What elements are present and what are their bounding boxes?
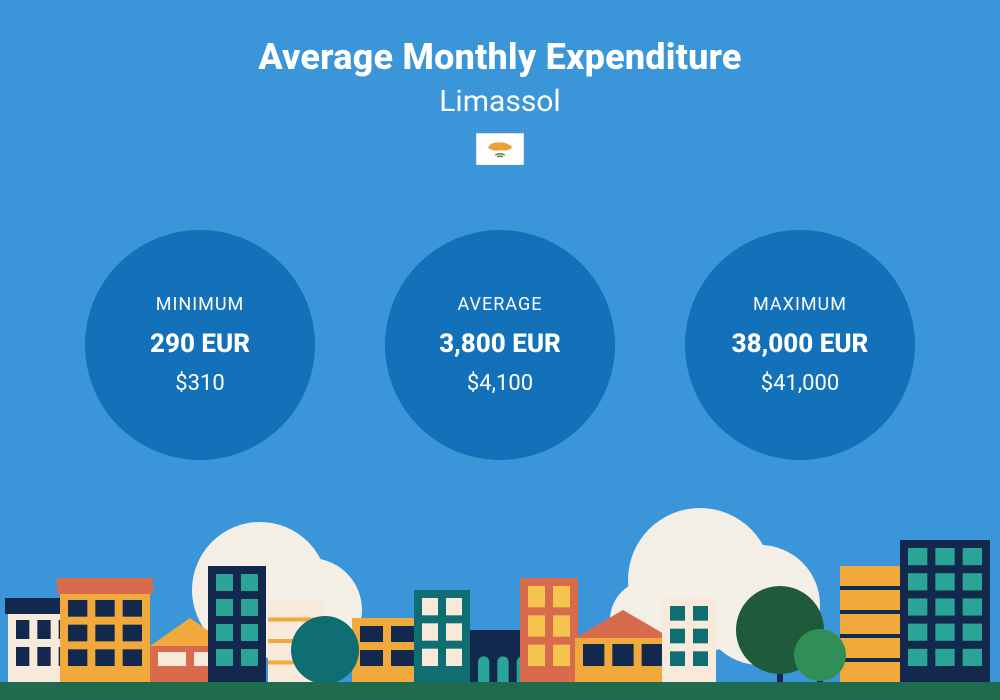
- stat-label: MINIMUM: [156, 294, 244, 315]
- infographic-stage: Average Monthly Expenditure Limassol MIN…: [0, 0, 1000, 700]
- stat-label: AVERAGE: [458, 294, 543, 315]
- stat-primary: 290 EUR: [150, 329, 250, 359]
- stat-circle-average: AVERAGE 3,800 EUR $4,100: [385, 230, 615, 460]
- stat-label: MAXIMUM: [753, 294, 847, 315]
- stat-circle-maximum: MAXIMUM 38,000 EUR $41,000: [685, 230, 915, 460]
- cityscape-illustration: [0, 470, 1000, 700]
- stat-circles-row: MINIMUM 290 EUR $310 AVERAGE 3,800 EUR $…: [0, 230, 1000, 460]
- stat-secondary: $4,100: [467, 371, 533, 396]
- stat-secondary: $41,000: [761, 371, 840, 396]
- header: Average Monthly Expenditure Limassol: [0, 36, 1000, 165]
- stat-secondary: $310: [175, 371, 224, 396]
- page-title: Average Monthly Expenditure: [0, 36, 1000, 78]
- page-subtitle: Limassol: [0, 84, 1000, 119]
- stat-primary: 3,800 EUR: [439, 329, 561, 359]
- cyprus-flag-icon: [476, 133, 524, 165]
- stat-primary: 38,000 EUR: [732, 329, 869, 359]
- stat-circle-minimum: MINIMUM 290 EUR $310: [85, 230, 315, 460]
